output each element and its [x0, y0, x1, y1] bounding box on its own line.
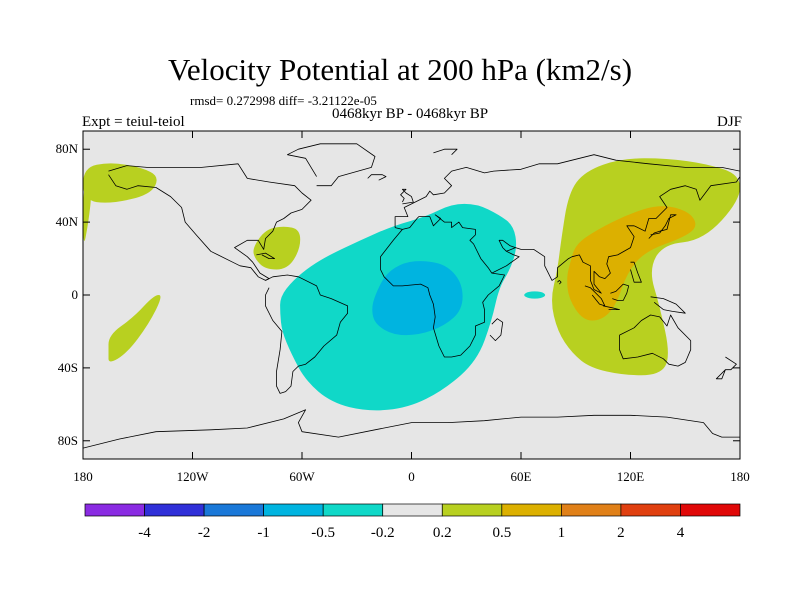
coastline-madagascar — [489, 318, 504, 342]
colorbar-swatch — [441, 503, 503, 517]
colorbar-swatch — [382, 503, 443, 517]
colorbar-swatch — [322, 503, 384, 517]
coastline-sri-lanka — [557, 279, 562, 285]
coastline-greenland — [286, 143, 376, 187]
colorbar-label: 0.2 — [433, 525, 452, 541]
colorbar-label: -2 — [198, 525, 211, 541]
colorbar-swatch — [501, 503, 562, 517]
chart-title: Velocity Potential at 200 hPa (km2/s) — [167, 52, 633, 87]
colorbar-swatch — [144, 503, 205, 517]
coastline-antarctica — [83, 409, 740, 449]
season-label: DJF — [716, 114, 742, 130]
coastline-japan — [648, 214, 677, 239]
coastline-svalbard — [433, 148, 458, 155]
y-tick-label: 40S — [58, 360, 78, 375]
coastline-philippines — [630, 261, 642, 283]
coastline-sumatra — [584, 285, 606, 307]
coastline-cuba — [256, 252, 276, 260]
y-tick-label: 80S — [58, 433, 78, 448]
colorbar-swatch — [561, 503, 622, 517]
region-yellowgreen-north-pacific — [83, 163, 157, 203]
coastline-north-america — [108, 163, 312, 281]
colorbar-label: 2 — [617, 525, 625, 541]
coastline-africa-west-south — [380, 229, 506, 358]
colorbar-label: -4 — [138, 525, 151, 541]
colorbar-swatch — [680, 503, 741, 517]
x-tick-label: 180 — [73, 469, 93, 484]
region-cyan-indian-ocean-small — [524, 291, 546, 299]
coastline-iceland — [367, 174, 387, 181]
period-label: 0468kyr BP - 0468kyr BP — [331, 106, 489, 122]
colorbar-label: 4 — [677, 525, 685, 541]
coastline-south-america — [265, 274, 349, 394]
x-tick-label: 120W — [177, 469, 210, 484]
region-blue-center-africa — [372, 261, 463, 336]
y-tick-label: 0 — [72, 287, 79, 302]
coastline-arabia-india-link — [498, 239, 516, 252]
y-tick-label: 80N — [56, 141, 79, 156]
region-yellowgreen-south-pacific — [108, 295, 161, 362]
coastlines — [83, 143, 740, 449]
coastline-australia — [619, 314, 692, 367]
region-yellowgreen-west-pacific — [552, 158, 740, 376]
region-yellowgreen-date-line-west — [83, 185, 91, 242]
x-tick-label: 0 — [408, 469, 415, 484]
stats-label: rmsd= 0.272998 diff= -3.21122e-05 — [190, 93, 377, 108]
experiment-label: Expt = teiul-teiol — [82, 114, 185, 130]
coastline-new-guinea — [650, 296, 686, 314]
colorbar-label: 1 — [558, 525, 566, 541]
coastline-borneo — [610, 283, 630, 301]
coastline-new-zealand — [715, 356, 737, 380]
x-tick-label: 120E — [617, 469, 645, 484]
y-tick-label: 40N — [56, 214, 79, 229]
region-yellowgreen-caribbean — [253, 226, 301, 270]
colorbar-label: -0.5 — [311, 525, 335, 541]
x-tick-label: 60E — [511, 469, 532, 484]
axis-ticks: 180 120W 60W 0 60E 120E 180 80N 40N 0 40S 80S — [56, 131, 750, 484]
x-tick-label: 60W — [289, 469, 315, 484]
coastline-java — [603, 305, 620, 311]
colorbar-swatch — [203, 503, 264, 517]
colorbar-label: 0.5 — [492, 525, 511, 541]
colorbar-label: -1 — [257, 525, 270, 541]
colorbar-swatch — [263, 503, 324, 517]
x-tick-label: 180 — [730, 469, 750, 484]
coastline-europe-africa — [394, 154, 740, 294]
colorbar-swatch — [84, 503, 145, 517]
colorbar-swatch — [620, 503, 681, 517]
coastline-uk — [400, 188, 414, 205]
colorbar: -4 -2 -1 -0.5 -0.2 0.2 0.5 1 2 4 — [84, 503, 741, 541]
colorbar-label: -0.2 — [371, 525, 395, 541]
